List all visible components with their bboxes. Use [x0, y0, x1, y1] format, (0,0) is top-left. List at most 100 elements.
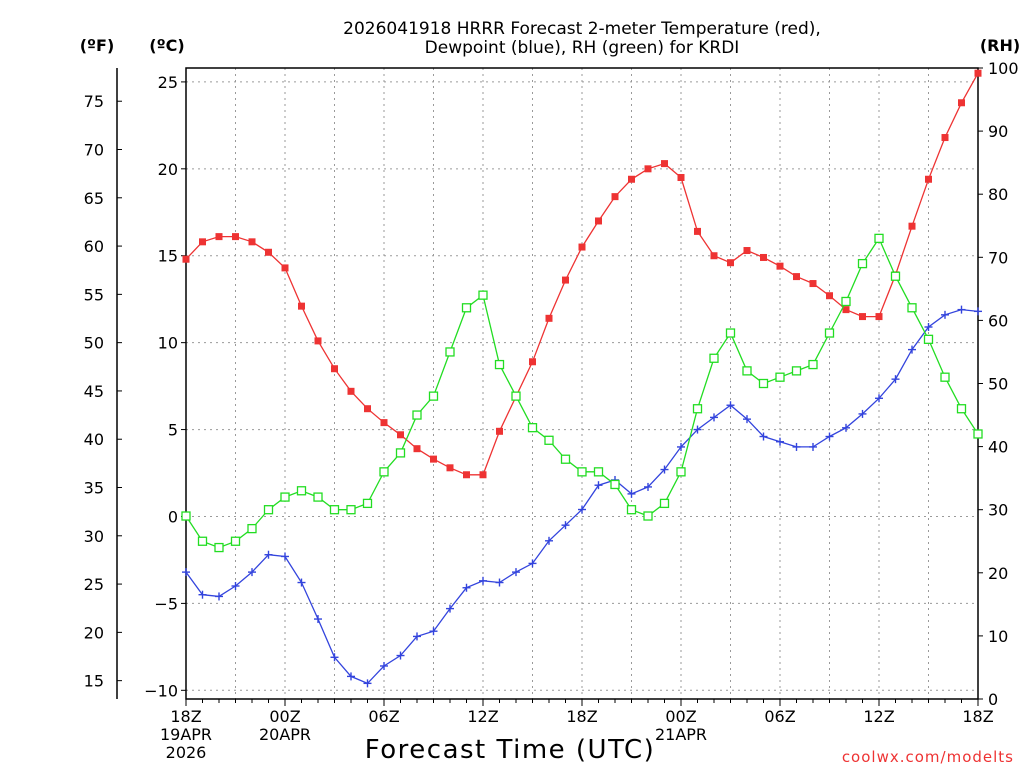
- temperature-point: [826, 292, 833, 300]
- temperature-point: [595, 217, 602, 225]
- temperature-point: [694, 227, 701, 235]
- temperature-point: [842, 306, 850, 314]
- rh-point: [577, 467, 587, 477]
- temperature-point: [908, 222, 916, 230]
- temperature-point: [364, 405, 371, 413]
- fahrenheit-unit-label: (ºF): [80, 36, 115, 55]
- rh-point: [214, 542, 224, 553]
- rh-point: [362, 498, 373, 509]
- rh-point: [791, 366, 802, 376]
- temperature-point: [958, 99, 965, 107]
- dewpoint-point: [330, 653, 339, 662]
- rh-tick-label: 0: [988, 690, 998, 709]
- temperature-point: [529, 358, 536, 366]
- x-tick-label: 06Z: [368, 707, 399, 726]
- fahrenheit-tick-label: 55: [84, 285, 104, 304]
- dewpoint-point: [578, 505, 586, 514]
- x-tick-label: 2026: [166, 743, 207, 762]
- dewpoint-point: [198, 590, 207, 599]
- rh-tick-label: 20: [988, 564, 1008, 583]
- rh-point: [643, 511, 653, 521]
- celsius-tick-label: 5: [168, 421, 178, 440]
- dewpoint-point: [957, 305, 966, 314]
- fahrenheit-tick-label: 50: [84, 334, 104, 353]
- dewpoint-point: [726, 401, 735, 410]
- fahrenheit-tick-label: 40: [84, 430, 104, 449]
- x-tick-label: 18Z: [962, 707, 993, 726]
- rh-tick-label: 70: [988, 248, 1008, 267]
- temperature-point: [644, 165, 652, 173]
- temperature-point: [611, 193, 619, 201]
- temperature-point: [809, 280, 817, 288]
- dewpoint-point: [363, 679, 372, 688]
- chart-title-line2: Dewpoint (blue), RH (green) for KRDI: [425, 38, 740, 58]
- temperature-point: [974, 69, 982, 77]
- dewpoint-point: [825, 432, 834, 441]
- temperature-point: [463, 471, 470, 479]
- rh-point: [659, 498, 670, 509]
- fahrenheit-tick-label: 15: [84, 672, 104, 691]
- temperature-point: [628, 175, 635, 183]
- axes: −10 −5 0 5 10 15 20 25 15 20 25 30 35 40 45 50 55 60 65 70 7…: [84, 59, 1019, 762]
- rh-point: [841, 296, 851, 307]
- dewpoint-point: [314, 615, 322, 624]
- rh-point: [412, 410, 422, 420]
- fahrenheit-tick-label: 30: [84, 527, 104, 546]
- dewpoint-point: [264, 550, 273, 559]
- dewpoint-point: [644, 482, 652, 491]
- dewpoint-point: [528, 559, 537, 568]
- dewpoint-point: [792, 442, 801, 451]
- rh-point: [626, 505, 637, 515]
- temperature-point: [331, 365, 338, 373]
- temperature-point: [925, 175, 932, 183]
- temperature-point: [182, 255, 190, 263]
- fahrenheit-tick-label: 20: [84, 623, 104, 642]
- temperature-point: [199, 238, 206, 246]
- dewpoint-point: [858, 409, 867, 418]
- rh-point: [527, 423, 538, 433]
- rh-point: [956, 404, 967, 414]
- series-layer: [181, 69, 983, 688]
- temperature-point: [380, 419, 388, 427]
- rh-point: [428, 391, 439, 401]
- dewpoint-point: [462, 583, 471, 592]
- rh-point: [560, 454, 571, 464]
- rh-tick-label: 50: [988, 375, 1008, 394]
- temperature-point: [545, 314, 553, 322]
- dewpoint-point: [446, 604, 454, 613]
- rh-point: [197, 536, 208, 546]
- dewpoint-point: [495, 578, 504, 587]
- rh-point: [758, 378, 769, 389]
- rh-point: [478, 290, 488, 300]
- fahrenheit-tick-label: 65: [84, 189, 104, 208]
- celsius-tick-label: 25: [158, 73, 178, 92]
- dewpoint-point: [512, 568, 520, 577]
- celsius-tick-label: −10: [144, 681, 178, 700]
- rh-point: [445, 347, 455, 357]
- source-credit: coolwx.com/modelts: [842, 748, 1014, 766]
- temperature-point: [941, 134, 949, 142]
- rh-point: [857, 258, 868, 269]
- temperature-point: [446, 464, 454, 472]
- temperature-point: [776, 262, 784, 270]
- dewpoint-point: [710, 413, 718, 422]
- temperature-point: [413, 445, 421, 453]
- temperature-point: [562, 276, 569, 284]
- temperature-point: [281, 264, 289, 272]
- celsius-unit-label: (ºC): [149, 36, 184, 55]
- rh-point: [676, 467, 686, 477]
- x-tick-label: 21APR: [655, 725, 707, 744]
- dewpoint-point: [281, 552, 289, 561]
- temperature-point: [743, 247, 751, 255]
- rh-point: [923, 334, 934, 344]
- rh-point: [692, 404, 703, 414]
- x-tick-label: 00Z: [665, 707, 696, 726]
- dewpoint-point: [941, 310, 949, 319]
- rh-point: [494, 359, 505, 370]
- temperature-point: [232, 233, 239, 241]
- dewpoint-point: [759, 432, 768, 441]
- temperature-point: [760, 253, 767, 261]
- rh-point: [890, 271, 901, 281]
- rh-tick-label: 10: [988, 627, 1008, 646]
